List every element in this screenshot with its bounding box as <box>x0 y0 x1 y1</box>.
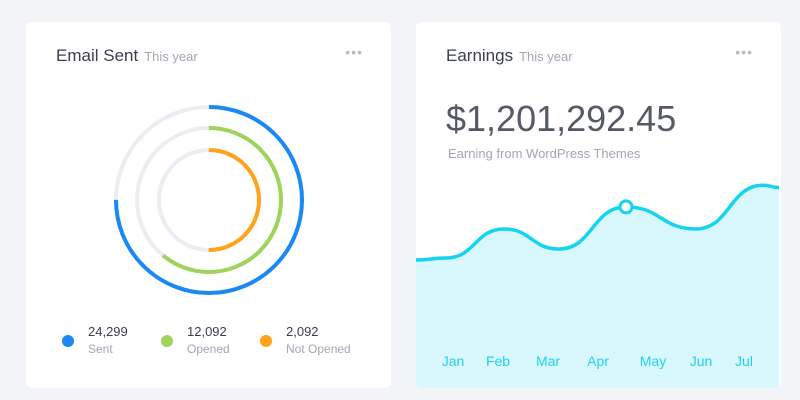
earnings-amount: $1,201,292.45 <box>446 98 677 139</box>
ring-not-opened <box>157 148 261 252</box>
more-horizontal-icon[interactable]: ••• <box>735 44 753 60</box>
legend-value: 2,092 <box>286 324 319 339</box>
earnings-card: Earnings This year ••• $1,201,292.45 Earn… <box>416 22 781 388</box>
x-tick-label: Jan <box>441 353 465 369</box>
legend-value: 12,092 <box>187 324 227 339</box>
email-sent-card: Email Sent This year ••• 24,299 Sent 12,09… <box>26 22 391 388</box>
card-subtitle: This year <box>519 49 573 64</box>
more-horizontal-icon[interactable]: ••• <box>345 44 363 60</box>
ring-opened <box>135 126 283 274</box>
earnings-line <box>416 183 780 262</box>
x-tick-label: Feb <box>485 353 511 369</box>
x-tick-label: Apr <box>587 353 609 369</box>
x-tick-label: Mar <box>535 353 561 369</box>
legend-item-opened: 12,092 Opened <box>161 324 230 356</box>
ring-chart <box>114 105 304 295</box>
legend-item-sent: 24,299 Sent <box>62 324 128 356</box>
highlight-point[interactable] <box>618 199 634 215</box>
x-tick-label: May <box>639 353 667 369</box>
legend-dot <box>62 335 74 347</box>
legend-label: Not Opened <box>286 342 351 356</box>
card-title: Email Sent This year <box>56 46 198 65</box>
earnings-caption: Earning from WordPress Themes <box>448 146 641 161</box>
legend-label: Opened <box>187 342 230 356</box>
earnings-chart <box>416 183 780 388</box>
card-subtitle: This year <box>144 49 198 64</box>
legend-value: 24,299 <box>88 324 128 339</box>
ring-sent <box>114 105 304 295</box>
card-title: Earnings This year <box>446 46 573 65</box>
x-tick-label: Jun <box>689 353 713 369</box>
legend-label: Sent <box>88 342 113 356</box>
x-tick-label: Jul <box>735 353 753 369</box>
legend-dot <box>260 335 272 347</box>
legend-item-not-opened: 2,092 Not Opened <box>260 324 351 356</box>
area-fill <box>416 185 779 388</box>
legend-dot <box>161 335 173 347</box>
